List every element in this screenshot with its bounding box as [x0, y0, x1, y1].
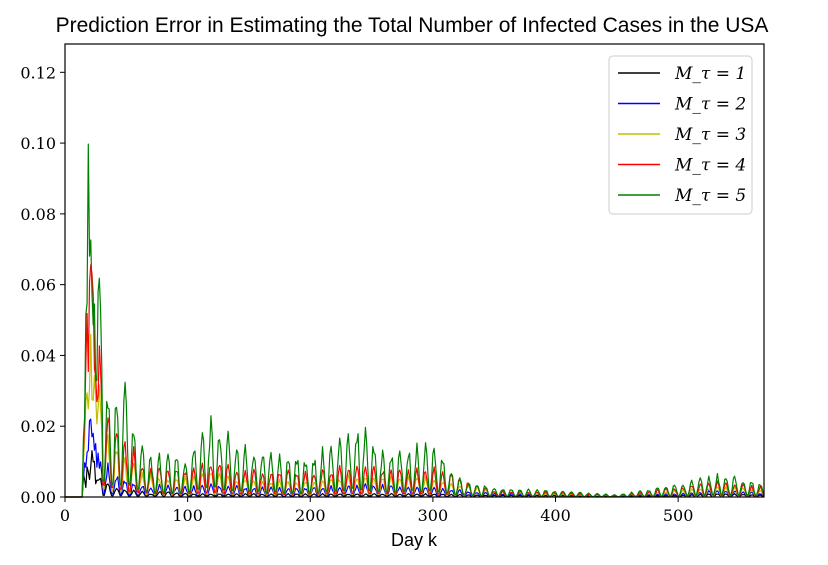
plot-frame: [64, 43, 765, 498]
legend-label-1: M_τ = 1: [674, 64, 746, 84]
legend-label-3: M_τ = 3: [674, 125, 746, 145]
x-tick-label: 300: [418, 506, 449, 525]
series-line-2: [65, 418, 765, 498]
legend-label-2: M_τ = 2: [674, 95, 746, 115]
y-tick-label: 0.00: [20, 488, 56, 507]
legend-box: [608, 55, 753, 215]
x-tick-label: 400: [540, 506, 571, 525]
legend-label-5: M_τ = 5: [674, 186, 746, 206]
y-tick-label: 0.10: [20, 134, 56, 153]
y-tick-label: 0.06: [20, 276, 56, 295]
x-tick-label: 500: [663, 506, 694, 525]
series-line-4: [65, 264, 765, 498]
x-tick-label: 100: [172, 506, 203, 525]
y-tick-label: 0.08: [20, 205, 56, 224]
legend: M_τ = 1 M_τ = 2 M_τ = 3 M_τ = 4 M_τ = 5: [608, 55, 753, 215]
series-layer: [65, 143, 765, 498]
series-line-5: [65, 143, 765, 498]
x-tick-label: 200: [295, 506, 326, 525]
legend-label-4: M_τ = 4: [674, 156, 746, 176]
y-tick-label: 0.12: [20, 63, 56, 82]
x-tick-label: 0: [60, 506, 70, 525]
x-axis-label: Day k: [391, 530, 438, 550]
axes: 0 100 200 300 400 500 0.00 0.02 0.04 0.06 0.08 0.10…: [20, 43, 765, 525]
y-tick-label: 0.04: [20, 346, 56, 365]
y-tick-label: 0.02: [20, 417, 56, 436]
chart-title: Prediction Error in Estimating the Total…: [56, 14, 769, 37]
